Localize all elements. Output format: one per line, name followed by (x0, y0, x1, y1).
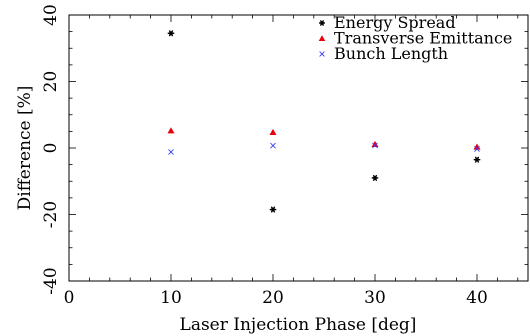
axis-ticks (68, 14, 528, 282)
data-point-triangle (473, 143, 481, 150)
axis-tick-labels: 0 10 20 30 40 -40 -20 0 20 40 (41, 4, 488, 308)
x-axis-label: Laser Injection Phase [deg] (180, 315, 417, 335)
y-tick-label: -20 (41, 201, 61, 228)
data-point-triangle (167, 127, 175, 134)
legend-label: Energy Spread (334, 13, 456, 32)
data-point-x (270, 142, 276, 149)
data-point-x (372, 142, 378, 149)
y-tick-label: 40 (41, 4, 61, 26)
legend-marker (318, 35, 326, 41)
y-tick-label: 0 (41, 143, 61, 154)
legend-item: Transverse Emittance (318, 29, 512, 48)
data-point-star (269, 206, 277, 213)
legend-label: Transverse Emittance (334, 29, 512, 48)
x-tick-label: 20 (262, 288, 284, 308)
data-points (167, 30, 481, 213)
legend-marker (319, 20, 325, 26)
data-point-triangle (371, 140, 379, 147)
legend-label: Bunch Length (334, 44, 448, 63)
data-point-triangle (269, 128, 277, 136)
legend-item: Energy Spread (319, 13, 456, 32)
plot-frame (68, 14, 529, 282)
y-axis-label: Difference [%] (15, 86, 35, 211)
data-point-star (473, 156, 481, 163)
x-tick-label: 40 (466, 288, 488, 308)
data-point-star (167, 30, 175, 37)
x-tick-label: 10 (160, 288, 182, 308)
legend-item: Bunch Length (319, 44, 448, 63)
legend-marker (319, 51, 325, 57)
y-tick-label: 20 (41, 71, 61, 93)
x-tick-label: 30 (364, 288, 386, 308)
data-point-star (371, 174, 379, 181)
y-tick-label: -40 (41, 267, 61, 294)
data-point-x (168, 149, 174, 155)
data-point-x (474, 146, 480, 152)
x-tick-label: 0 (64, 288, 75, 308)
